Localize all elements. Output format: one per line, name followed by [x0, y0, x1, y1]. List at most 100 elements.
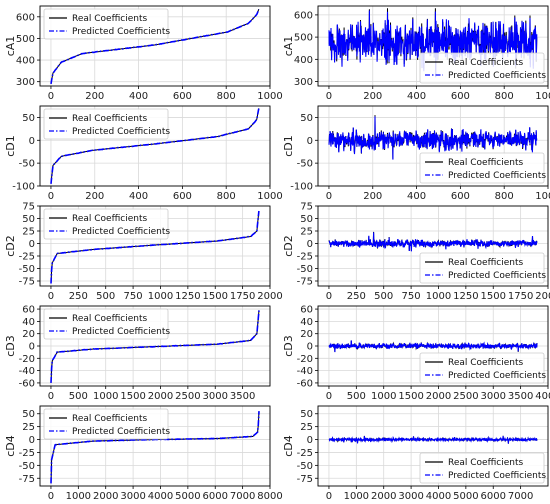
x-tick-label: 1000: [93, 391, 118, 402]
y-tick-label: 50: [300, 113, 313, 124]
y-tick-label: -100: [290, 182, 313, 193]
axes-frame: [317, 405, 549, 487]
x-tick-label: 2000: [535, 291, 550, 302]
x-tick-label: 1500: [120, 391, 145, 402]
legend-label-real: Real Coefficients: [72, 414, 148, 424]
y-tick-label: -50: [297, 461, 313, 472]
legend-box: [419, 252, 545, 284]
x-tick-label: 800: [495, 191, 514, 202]
y-tick-label: 0: [307, 136, 313, 147]
y-tick-label: 60: [300, 305, 313, 316]
x-tick-label: 200: [363, 91, 382, 102]
legend-box: [419, 152, 545, 184]
x-tick-label: 500: [374, 291, 393, 302]
x-tick-label: 500: [69, 391, 88, 402]
panel-cD3-signal: 0 500 1000150020002500300035004000 -60-40-2…: [282, 305, 550, 402]
panel-cD2-sorted: 0 250 500 750 1000 1250 1500 1750 2000 -75 -50-25 0…: [4, 202, 283, 303]
x-tick-label: 0: [48, 391, 54, 402]
axes-frame: [317, 5, 549, 87]
y-tick-label: -40: [297, 366, 313, 377]
legend-box: [419, 352, 545, 384]
y-axis-label: cD2: [4, 235, 17, 257]
y-tick-label: 0: [29, 239, 35, 250]
x-tick-label: 0: [48, 191, 54, 202]
x-tick-label: 1750: [508, 291, 533, 302]
y-tick-label: 400: [294, 55, 313, 66]
y-tick-label: -60: [297, 378, 313, 389]
x-tick-label: 1000: [257, 191, 282, 202]
y-tick-label: 20: [300, 329, 313, 340]
legend: Real Coefficients Predicted Coefficients: [43, 208, 170, 240]
y-tick-label: 0: [29, 342, 35, 353]
legend-box: [43, 308, 169, 340]
x-tick-label: 1500: [398, 391, 423, 402]
y-axis-label: cD1: [282, 135, 295, 157]
y-axis-label: cD4: [282, 435, 295, 457]
x-tick-label: 200: [85, 191, 104, 202]
legend: Real Coefficients Predicted Coefficients: [419, 352, 546, 384]
y-tick-label: 0: [29, 435, 35, 446]
x-tick-label: 400: [407, 91, 426, 102]
x-tick-label: 750: [402, 291, 421, 302]
y-tick-label: 500: [16, 34, 35, 45]
x-tick-label: 400: [407, 191, 426, 202]
legend-box: [43, 108, 169, 140]
legend-label-real: Real Coefficients: [72, 114, 148, 124]
panel-cD4-sorted: 0 1000 2000 3000 4000 5000 6000 7000 8000 -75 -50 -…: [4, 405, 283, 502]
x-tick-label: 250: [69, 291, 88, 302]
legend-label-real: Real Coefficients: [448, 458, 524, 468]
y-tick-label: 40: [300, 317, 313, 328]
legend: Real Coefficients Predicted Coefficients: [419, 152, 546, 184]
y-tick-label: -75: [19, 474, 35, 485]
y-tick-label: -40: [19, 366, 35, 377]
x-tick-label: 2500: [453, 391, 478, 402]
x-tick-label: 800: [217, 91, 236, 102]
legend-label-real: Real Coefficients: [448, 358, 524, 368]
y-tick-label: 25: [22, 227, 35, 238]
y-tick-label: 25: [22, 422, 35, 433]
y-tick-label: 0: [307, 342, 313, 353]
y-tick-label: -50: [19, 159, 35, 170]
x-tick-label: 3500: [230, 391, 255, 402]
legend: Real Coefficients Predicted Coefficients: [43, 408, 170, 440]
x-tick-label: 7000: [508, 491, 533, 502]
x-tick-label: 0: [326, 391, 332, 402]
x-tick-label: 0: [48, 91, 54, 102]
legend-box: [419, 452, 545, 484]
legend-label-real: Real Coefficients: [448, 158, 524, 168]
y-axis-label: cA1: [4, 36, 17, 57]
legend-box: [419, 52, 545, 84]
y-tick-label: -25: [297, 448, 313, 459]
x-tick-label: 1000: [344, 491, 369, 502]
panel-cA1-signal: 0 200 400 600 800 1000 300 400 500 600 cA1 Real Coe…: [282, 5, 550, 102]
x-tick-label: 7000: [230, 491, 255, 502]
y-axis-label: cA1: [282, 36, 295, 57]
legend: Real Coefficients Predicted Coefficients: [419, 252, 546, 284]
x-tick-label: 3000: [398, 491, 423, 502]
x-tick-label: 5000: [175, 491, 200, 502]
y-tick-label: -25: [19, 252, 35, 263]
x-tick-label: 0: [326, 191, 332, 202]
legend-label-predicted: Predicted Coefficients: [72, 127, 170, 137]
x-tick-label: 1500: [481, 291, 506, 302]
y-tick-label: -25: [297, 252, 313, 263]
series-predicted: [328, 232, 538, 252]
y-tick-label: 300: [294, 77, 313, 88]
x-tick-label: 750: [124, 291, 143, 302]
y-axis-label: cD3: [4, 335, 17, 357]
legend-label-real: Real Coefficients: [448, 58, 524, 68]
y-tick-label: -50: [19, 461, 35, 472]
y-tick-label: 50: [22, 214, 35, 225]
legend-box: [43, 208, 169, 240]
legend-label-real: Real Coefficients: [72, 314, 148, 324]
y-tick-label: -50: [297, 264, 313, 275]
legend-label-predicted: Predicted Coefficients: [448, 171, 546, 181]
y-tick-label: 400: [16, 56, 35, 67]
y-tick-label: -60: [19, 378, 35, 389]
x-tick-label: 1750: [230, 291, 255, 302]
x-tick-label: 800: [495, 91, 514, 102]
x-tick-label: 1000: [257, 91, 282, 102]
legend: Real Coefficients Predicted Coefficients: [419, 52, 546, 84]
legend-label-predicted: Predicted Coefficients: [448, 471, 546, 481]
series-predicted: [328, 10, 538, 78]
